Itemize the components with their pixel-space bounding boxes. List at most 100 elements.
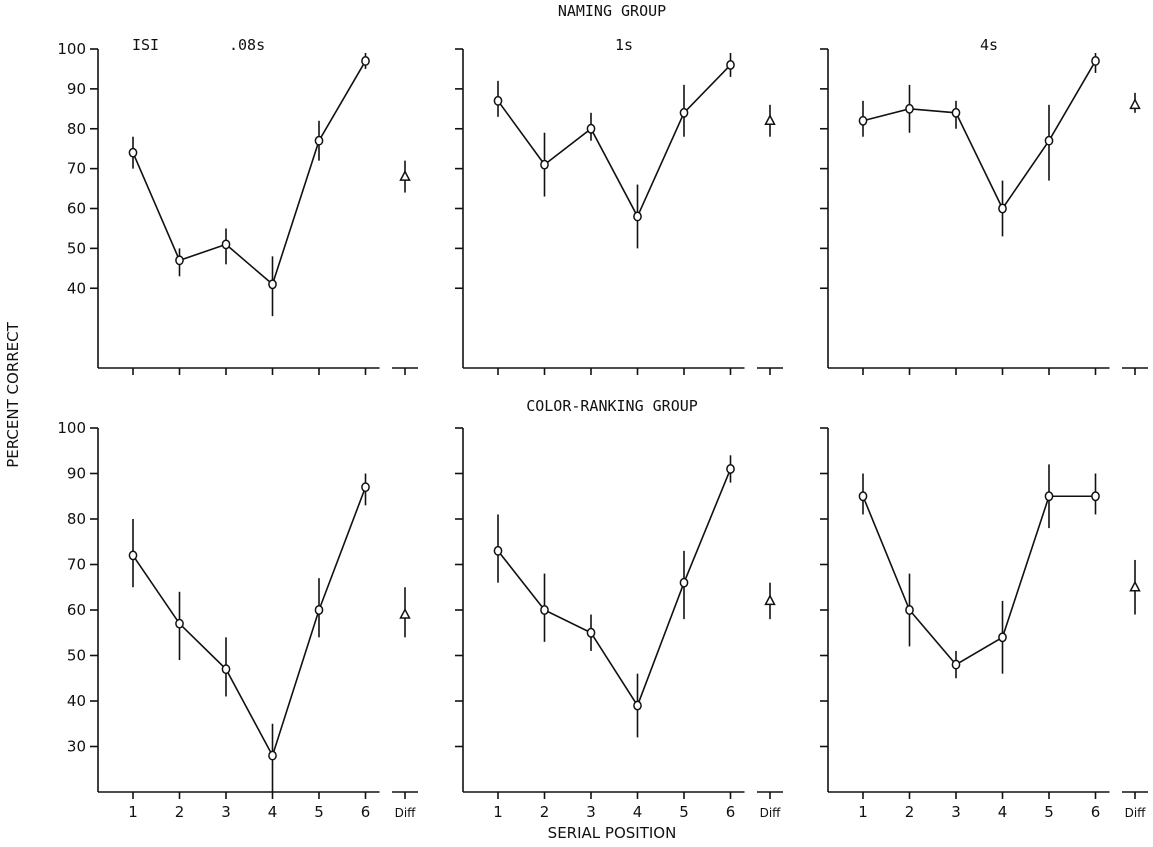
- data-point: [314, 135, 324, 146]
- data-point: [493, 95, 503, 106]
- data-point: [268, 750, 277, 761]
- x-tick-label: 5: [679, 803, 689, 821]
- y-tick-label: 80: [67, 510, 86, 528]
- diff-point: [1129, 98, 1141, 110]
- y-tick-label: 90: [67, 465, 86, 483]
- panel-2: 1s: [455, 36, 783, 375]
- x-tick-label: 4: [268, 803, 278, 821]
- x-tick-label: 4: [633, 803, 643, 821]
- data-point: [858, 115, 868, 126]
- x-tick-label: 4: [998, 803, 1008, 821]
- data-point: [633, 700, 642, 711]
- data-point: [128, 147, 138, 158]
- data-point: [268, 279, 277, 290]
- x-tick-label: 3: [221, 803, 231, 821]
- y-tick-label: 40: [67, 692, 86, 710]
- panel-title: .08s: [229, 36, 265, 54]
- data-point: [998, 203, 1007, 214]
- panel-title: 4s: [980, 36, 998, 54]
- x-axis-label: SERIAL POSITION: [548, 824, 677, 842]
- x-tick-label: 3: [951, 803, 961, 821]
- y-tick-label: 50: [67, 239, 86, 257]
- data-point: [633, 211, 642, 222]
- panel-4: 30 40 50 60 70 80 90 100 1 2 3 4 5 6 Diff: [57, 419, 418, 821]
- series-line: [132, 60, 367, 286]
- y-tick-label: 80: [67, 120, 86, 138]
- data-point: [361, 482, 370, 493]
- data-point: [1091, 491, 1100, 502]
- data-point: [905, 103, 914, 114]
- panel-6: 1 2 3 4 5 6 Diff: [820, 427, 1148, 821]
- series-line: [497, 468, 732, 708]
- y-axis-label: PERCENT CORRECT: [4, 321, 22, 467]
- x-tick-label: 1: [128, 803, 138, 821]
- data-point: [951, 659, 961, 670]
- x-tick-label: 2: [540, 803, 550, 821]
- diff-point: [399, 607, 411, 619]
- x-tick-label: 5: [1044, 803, 1054, 821]
- data-point: [540, 605, 549, 615]
- y-tick-label: 90: [67, 80, 86, 98]
- diff-tick-label: Diff: [1125, 806, 1147, 820]
- data-point: [1044, 491, 1054, 502]
- panel-title: 1s: [615, 36, 633, 54]
- data-point: [726, 464, 735, 474]
- panels: 40 50 60 70 80 90 100 .08s 1s 4s 30 40 50 60 70 80 90 100…: [57, 36, 1148, 821]
- diff-tick-label: Diff: [395, 806, 417, 820]
- data-point: [905, 605, 914, 615]
- diff-point: [1129, 580, 1141, 592]
- data-point: [858, 491, 868, 502]
- y-tick-label: 40: [67, 279, 86, 297]
- data-point: [175, 255, 184, 266]
- group-label-color-ranking: COLOR-RANKING GROUP: [526, 397, 698, 415]
- data-point: [679, 107, 689, 118]
- data-point: [314, 605, 324, 615]
- data-point: [586, 123, 596, 134]
- y-tick-label: 100: [57, 40, 86, 58]
- x-tick-label: 6: [361, 803, 371, 821]
- y-tick-label: 50: [67, 647, 86, 665]
- series-line: [862, 60, 1097, 211]
- x-tick-label: 5: [314, 803, 324, 821]
- x-tick-label: 6: [726, 803, 736, 821]
- data-point: [175, 618, 184, 629]
- data-point: [679, 577, 689, 588]
- panel-3: 4s: [820, 36, 1148, 375]
- data-point: [1091, 56, 1100, 66]
- series-line: [862, 495, 1096, 666]
- x-tick-label: 2: [175, 803, 185, 821]
- group-label-naming: NAMING GROUP: [558, 2, 666, 20]
- data-point: [540, 159, 549, 170]
- panel-1: 40 50 60 70 80 90 100 .08s: [57, 36, 418, 375]
- diff-point: [764, 594, 776, 606]
- data-point: [361, 56, 370, 66]
- y-tick-label: 70: [67, 160, 86, 178]
- y-tick-label: 60: [67, 200, 86, 218]
- isi-label: ISI: [132, 36, 159, 54]
- panel-5: 1 2 3 4 5 6 Diff: [455, 427, 783, 821]
- data-point: [128, 550, 138, 561]
- data-point: [726, 59, 735, 70]
- series-line: [132, 486, 367, 758]
- data-point: [951, 107, 961, 118]
- diff-point: [399, 169, 411, 181]
- series-line: [497, 64, 732, 219]
- y-tick-label: 100: [57, 419, 86, 437]
- x-tick-label: 1: [493, 803, 503, 821]
- data-point: [586, 627, 596, 638]
- x-tick-label: 1: [858, 803, 868, 821]
- data-point: [221, 664, 231, 675]
- y-tick-label: 70: [67, 556, 86, 574]
- data-point: [1044, 135, 1054, 146]
- x-tick-label: 2: [905, 803, 915, 821]
- data-point: [493, 545, 503, 556]
- data-point: [998, 632, 1007, 643]
- x-tick-label: 3: [586, 803, 596, 821]
- data-point: [221, 239, 231, 250]
- x-tick-label: 6: [1091, 803, 1101, 821]
- y-tick-label: 30: [67, 738, 86, 756]
- diff-tick-label: Diff: [760, 806, 782, 820]
- diff-point: [764, 114, 776, 126]
- y-tick-label: 60: [67, 601, 86, 619]
